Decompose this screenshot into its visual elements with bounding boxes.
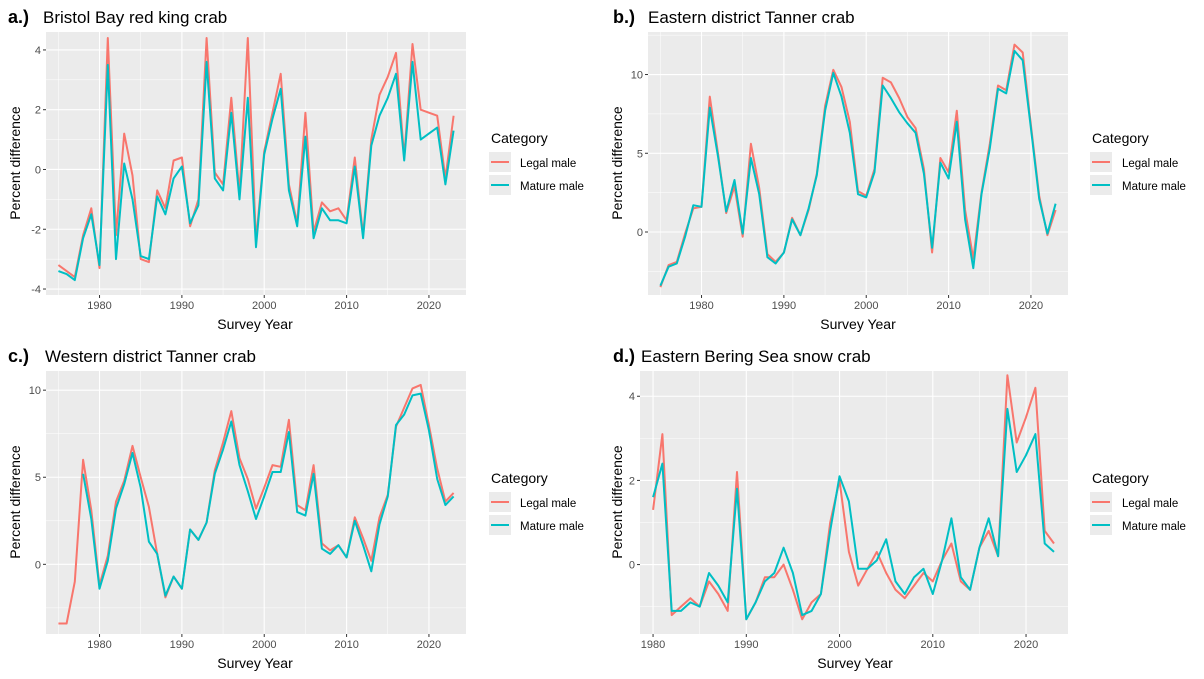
panel-b-x-tick-label: 1980 <box>689 300 713 312</box>
panel-a-plot-area: 1980 1990 2000 2010 2020 -4 -2 0 2 4 <box>31 32 466 312</box>
panel-c-y-tick-label: 0 <box>35 559 41 571</box>
panel-b-x-tick-label: 2000 <box>854 300 878 312</box>
panel-d-x-tick-label: 2020 <box>1014 639 1038 651</box>
panel-c-y-tick-label: 10 <box>29 385 41 397</box>
panel-a-y-axis-title: Percent difference <box>7 106 23 220</box>
panel-a-series-line-mature-male <box>58 60 455 282</box>
panel-d-legend-title: Category <box>1092 470 1149 486</box>
panel-d-legend-label-legal: Legal male <box>1122 498 1178 510</box>
panel-a-y-tick-label: -4 <box>31 284 41 296</box>
panel-b-y-tick-label: 5 <box>637 148 643 160</box>
panel-c-x-tick-label: 1990 <box>170 639 194 651</box>
panel-d-x-axis-title: Survey Year <box>817 655 893 671</box>
panel-b: b.) Eastern district Tanner crab Percent… <box>609 7 1186 332</box>
panel-d-y-tick-label: 0 <box>629 560 635 572</box>
panel-d: d.) Eastern Bering Sea snow crab Percent… <box>609 346 1186 671</box>
panel-c-y-tick-label: 5 <box>35 472 41 484</box>
panel-b-x-tick-label: 1990 <box>772 300 796 312</box>
panel-c-y-axis-title: Percent difference <box>7 445 23 559</box>
panel-d-panel-background <box>640 371 1068 634</box>
panel-d-y-tick-label: 2 <box>629 475 635 487</box>
panel-c-x-tick-label: 2020 <box>417 639 441 651</box>
panel-a-legend-label-mature: Mature male <box>520 181 584 193</box>
panel-b-title: Eastern district Tanner crab <box>648 8 855 27</box>
panel-d-title: Eastern Bering Sea snow crab <box>641 347 871 366</box>
panel-c-x-axis-title: Survey Year <box>217 655 293 671</box>
panel-d-y-axis-title: Percent difference <box>609 445 625 559</box>
panel-c-letter: c.) <box>8 346 29 366</box>
panel-c-x-tick-label: 2000 <box>252 639 276 651</box>
panel-c-title: Western district Tanner crab <box>45 347 256 366</box>
panel-d-series-line-legal-male <box>652 374 1055 621</box>
panel-c-x-tick-label: 2010 <box>334 639 358 651</box>
panel-a-x-tick-label: 2000 <box>252 300 276 312</box>
panel-b-legend-label-legal: Legal male <box>1122 158 1178 170</box>
panel-b-legend-label-mature: Mature male <box>1122 181 1186 193</box>
panel-b-x-axis-title: Survey Year <box>820 316 896 332</box>
panel-c-legend-label-mature: Mature male <box>520 521 584 533</box>
panel-d-legend-label-mature: Mature male <box>1122 521 1186 533</box>
panel-a-x-tick-label: 2020 <box>417 300 441 312</box>
panel-a-x-tick-label: 1990 <box>170 300 194 312</box>
panel-c-legend-label-legal: Legal male <box>520 498 576 510</box>
panel-a-y-tick-label: -2 <box>31 224 41 236</box>
panel-b-y-tick-label: 0 <box>637 227 643 239</box>
panel-a-x-tick-label: 2010 <box>334 300 358 312</box>
panel-c: c.) Western district Tanner crab Percent… <box>7 346 584 671</box>
panel-d-series-line-mature-male <box>652 407 1055 621</box>
panel-d-letter: d.) <box>613 346 635 366</box>
panel-d-x-tick-label: 2000 <box>827 639 851 651</box>
panel-c-plot-area: 1980 1990 2000 2010 2020 0 5 10 <box>29 371 466 651</box>
panel-b-legend: Category Legal male Mature male <box>1090 130 1186 195</box>
panel-b-x-tick-label: 2020 <box>1019 300 1043 312</box>
panel-c-series-line-mature-male <box>82 392 455 597</box>
panel-b-series-line-mature-male <box>659 49 1057 286</box>
panel-c-legend: Category Legal male Mature male <box>489 470 584 535</box>
panel-a: a.) Bristol Bay red king crab Percent di… <box>7 7 584 332</box>
panel-b-x-tick-label: 2010 <box>936 300 960 312</box>
panel-a-title: Bristol Bay red king crab <box>43 8 227 27</box>
panel-a-y-tick-label: 2 <box>35 105 41 117</box>
panel-d-legend: Category Legal male Mature male <box>1090 470 1186 535</box>
panel-a-letter: a.) <box>8 7 29 27</box>
panel-b-legend-title: Category <box>1092 130 1149 146</box>
panel-a-y-tick-label: 4 <box>35 45 41 57</box>
panel-b-letter: b.) <box>613 7 635 27</box>
panel-b-panel-background <box>648 32 1068 295</box>
panel-a-legend: Category Legal male Mature male <box>489 130 584 195</box>
panel-d-y-tick-label: 4 <box>629 391 635 403</box>
panel-c-x-tick-label: 1980 <box>87 639 111 651</box>
panel-d-plot-area: 1980 1990 2000 2010 2020 0 2 4 <box>629 371 1068 651</box>
panel-d-x-tick-label: 1990 <box>734 639 758 651</box>
panel-b-y-axis-title: Percent difference <box>609 106 625 220</box>
panel-c-legend-title: Category <box>491 470 548 486</box>
panel-a-legend-label-legal: Legal male <box>520 158 576 170</box>
panel-d-x-tick-label: 2010 <box>921 639 945 651</box>
panel-a-legend-title: Category <box>491 130 548 146</box>
panel-b-y-tick-label: 10 <box>631 70 643 82</box>
panel-d-x-tick-label: 1980 <box>641 639 665 651</box>
panel-b-plot-area: 1980 1990 2000 2010 2020 0 5 10 <box>631 32 1068 312</box>
panel-a-y-tick-label: 0 <box>35 164 41 176</box>
panel-a-x-tick-label: 1980 <box>87 300 111 312</box>
panel-a-x-axis-title: Survey Year <box>217 316 293 332</box>
